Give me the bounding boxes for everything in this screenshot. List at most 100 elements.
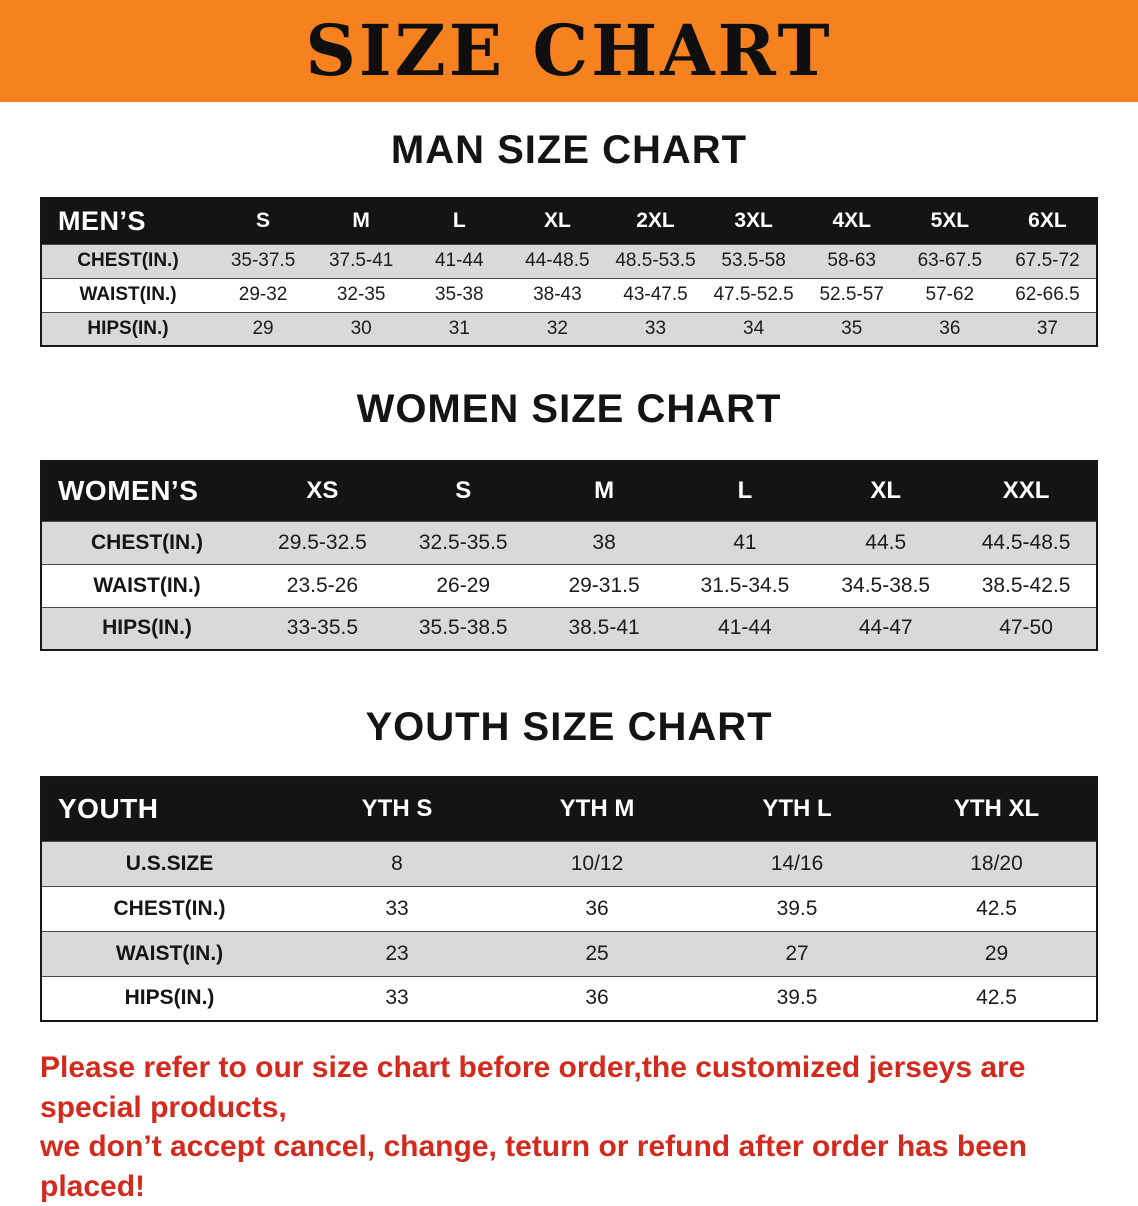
row-label-cell: HIPS(IN.)	[102, 616, 192, 640]
value-cell: 41-44	[434, 250, 484, 271]
table-row: CHEST(IN.) 29.5-32.5 32.5-35.5 38 41 44.5 44.5…	[41, 521, 1097, 564]
value-cell: 53.5-58	[721, 250, 786, 271]
value-cell: 42.5	[976, 986, 1017, 1010]
women-size-table: WOMEN’S XS S M L XL XXL CHEST(IN.) 29.5-32.5 32.5…	[40, 460, 1098, 651]
size-header-cell: XL	[543, 209, 571, 233]
size-header-cell: YTH M	[559, 795, 635, 823]
value-cell: 26-29	[436, 573, 491, 597]
value-cell: 35-37.5	[230, 250, 296, 271]
row-label-cell: CHEST(IN.)	[113, 896, 226, 920]
size-header-cell: 2XL	[636, 209, 675, 233]
value-cell: 29-32	[238, 284, 288, 305]
row-label-cell: WAIST(IN.)	[115, 941, 224, 965]
value-cell: 44.5	[865, 530, 907, 554]
table-row: HIPS(IN.) 33-35.5 35.5-38.5 38.5-41 41-44 44-…	[41, 607, 1097, 650]
value-cell: 35.5-38.5	[418, 616, 508, 640]
size-header-cell: L	[452, 209, 466, 233]
value-cell: 62-66.5	[1015, 284, 1080, 305]
value-cell: 67.5-72	[1015, 250, 1080, 271]
row-label-cell: HIPS(IN.)	[87, 317, 169, 339]
size-header-cell: XS	[306, 477, 339, 505]
value-cell: 36	[585, 896, 609, 920]
youth-size-table: YOUTH YTH S YTH M YTH L YTH XL U.S.SIZE 8 10/12…	[40, 776, 1098, 1022]
value-cell: 47.5-52.5	[713, 284, 794, 305]
value-cell: 34.5-38.5	[841, 573, 931, 597]
table-row: CHEST(IN.) 33 36 39.5 42.5	[41, 886, 1097, 931]
table-row: HIPS(IN.) 33 36 39.5 42.5	[41, 976, 1097, 1021]
disclaimer-line-2: we don’t accept cancel, change, teturn o…	[40, 1130, 1027, 1203]
value-cell: 14/16	[770, 851, 824, 875]
row-label-cell: WAIST(IN.)	[93, 573, 201, 597]
youth-size-heading: YOUTH SIZE CHART	[365, 705, 773, 749]
value-cell: 32-35	[336, 284, 386, 305]
value-cell: 31.5-34.5	[700, 573, 790, 597]
value-cell: 23	[385, 941, 409, 965]
size-header-cell: 5XL	[930, 209, 970, 233]
value-cell: 35	[841, 317, 863, 339]
value-cell: 33	[644, 317, 667, 339]
size-header-cell: YTH XL	[953, 795, 1040, 823]
size-header-cell: YTH S	[361, 795, 433, 823]
table-row: U.S.SIZE 8 10/12 14/16 18/20	[41, 841, 1097, 886]
value-cell: 35-38	[434, 284, 484, 305]
size-header-cell: S	[455, 477, 472, 505]
table-row: WAIST(IN.) 23 25 27 29	[41, 931, 1097, 976]
table-row: CHEST(IN.) 35-37.5 37.5-41 41-44 44-48.5 48.5…	[41, 244, 1097, 278]
value-cell: 18/20	[970, 851, 1023, 875]
value-cell: 63-67.5	[917, 250, 983, 271]
value-cell: 29.5-32.5	[278, 530, 367, 554]
size-header-cell: 6XL	[1028, 209, 1067, 233]
value-cell: 38.5-41	[568, 616, 640, 640]
youth-size-section: YOUTH SIZE CHART YOUTH YTH S YTH M YTH L YTH…	[0, 705, 1138, 1022]
men-size-table: MEN’S S M L XL 2XL 3XL 4XL 5XL 6XL CHEST(IN.) 35-37…	[40, 197, 1098, 347]
value-cell: 33	[385, 986, 409, 1010]
value-cell: 10/12	[570, 851, 624, 875]
size-header-cell: M	[594, 477, 615, 505]
value-cell: 36	[939, 317, 961, 339]
table-title-cell: MEN’S	[58, 205, 147, 236]
size-header-cell: L	[737, 477, 753, 505]
value-cell: 41	[733, 530, 757, 554]
value-cell: 37.5-41	[328, 250, 394, 271]
value-cell: 38	[592, 530, 616, 554]
value-cell: 44.5-48.5	[981, 530, 1071, 554]
value-cell: 25	[585, 941, 609, 965]
value-cell: 38-43	[533, 284, 582, 305]
value-cell: 48.5-53.5	[615, 250, 696, 271]
women-size-section: WOMEN SIZE CHART WOMEN’S XS S M L XL XXL CHEST(…	[0, 387, 1138, 651]
value-cell: 31	[448, 317, 470, 339]
row-label-cell: HIPS(IN.)	[124, 986, 215, 1010]
men-size-heading: MAN SIZE CHART	[390, 128, 748, 172]
value-cell: 33-35.5	[286, 616, 359, 640]
value-cell: 47-50	[999, 616, 1053, 640]
size-header-cell: 4XL	[832, 209, 871, 233]
value-cell: 29	[984, 941, 1009, 965]
value-cell: 43-47.5	[623, 284, 688, 305]
value-cell: 32.5-35.5	[418, 530, 508, 554]
value-cell: 32	[546, 317, 568, 339]
value-cell: 34	[743, 317, 765, 339]
table-header-row: YOUTH YTH S YTH M YTH L YTH XL	[41, 777, 1097, 841]
value-cell: 58-63	[827, 250, 877, 271]
table-row: WAIST(IN.) 29-32 32-35 35-38 38-43 43-47.5 47.…	[41, 278, 1097, 312]
table-title-cell: WOMEN’S	[58, 475, 199, 507]
value-cell: 29-31.5	[568, 573, 640, 597]
size-header-cell: M	[352, 209, 370, 233]
value-cell: 44-48.5	[525, 250, 590, 271]
table-row: WAIST(IN.) 23.5-26 26-29 29-31.5 31.5-34.5 34…	[41, 564, 1097, 607]
value-cell: 33	[385, 896, 409, 920]
table-header-row: WOMEN’S XS S M L XL XXL	[41, 461, 1097, 521]
size-header-cell: 3XL	[734, 209, 773, 233]
value-cell: 30	[350, 317, 372, 339]
value-cell: 37	[1036, 317, 1058, 339]
value-cell: 38.5-42.5	[981, 573, 1071, 597]
value-cell: 39.5	[776, 896, 818, 920]
value-cell: 41-44	[718, 616, 772, 640]
value-cell: 52.5-57	[819, 284, 884, 305]
disclaimer: Please refer to our size chart before or…	[40, 1048, 1118, 1206]
women-size-heading: WOMEN SIZE CHART	[356, 387, 782, 431]
men-size-section: MAN SIZE CHART MEN’S S M L XL 2XL 3XL 4XL 5XL 6XL…	[0, 128, 1138, 347]
table-header-row: MEN’S S M L XL 2XL 3XL 4XL 5XL 6XL	[41, 198, 1097, 244]
value-cell: 42.5	[976, 896, 1017, 920]
row-label-cell: CHEST(IN.)	[91, 530, 203, 554]
